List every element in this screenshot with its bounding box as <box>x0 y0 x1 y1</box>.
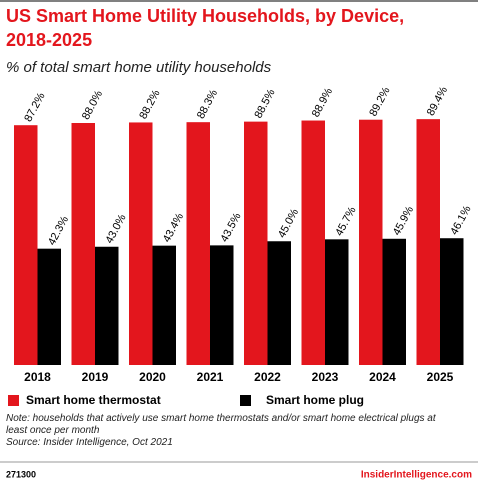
value-label: 88.0% <box>80 88 105 121</box>
bar <box>244 121 268 365</box>
note: Note: households that actively use smart… <box>6 413 436 436</box>
bar <box>440 238 464 365</box>
bar <box>129 122 153 365</box>
bar <box>325 239 349 365</box>
bar <box>14 125 38 365</box>
x-tick-label: 2025 <box>427 370 454 384</box>
value-label: 88.2% <box>137 88 162 121</box>
bar <box>301 120 325 366</box>
chart-title: US Smart Home Utility Households, by Dev… <box>6 6 405 50</box>
x-tick-label: 2024 <box>369 370 396 384</box>
value-label: 88.3% <box>195 88 220 121</box>
brand: InsiderIntelligence.com <box>361 470 472 481</box>
x-tick-label: 2023 <box>312 370 339 384</box>
value-label: 89.2% <box>367 85 392 118</box>
legend-label: Smart home plug <box>266 393 364 407</box>
value-label: 43.5% <box>218 211 243 244</box>
legend-swatch <box>240 395 251 406</box>
value-label: 46.1% <box>448 204 473 237</box>
value-label: 45.9% <box>391 204 416 237</box>
title-box: US Smart Home Utility Households, by Dev… <box>6 6 405 50</box>
x-tick-label: 2022 <box>254 370 281 384</box>
chart-subtitle: % of total smart home utility households <box>6 59 272 76</box>
bar <box>95 246 119 365</box>
bar <box>267 241 291 365</box>
legend-label: Smart home thermostat <box>26 393 161 407</box>
value-label: 43.0% <box>103 212 128 245</box>
x-tick-label: 2020 <box>139 370 166 384</box>
value-label: 45.7% <box>333 205 358 238</box>
bar <box>359 119 383 365</box>
legend-swatch <box>8 395 19 406</box>
bar <box>416 119 440 366</box>
x-tick-label: 2018 <box>24 370 51 384</box>
value-label: 45.0% <box>276 207 301 240</box>
value-label: 88.5% <box>252 87 277 120</box>
bar <box>210 245 234 365</box>
value-label: 89.4% <box>425 85 450 118</box>
chart-id: 271300 <box>6 469 36 479</box>
value-label: 43.4% <box>161 211 186 244</box>
bar <box>382 238 406 365</box>
x-tick-label: 2019 <box>82 370 109 384</box>
footnote: Note: households that actively use smart… <box>6 413 446 449</box>
bar <box>152 245 176 365</box>
bar <box>186 122 210 365</box>
x-tick-label: 2021 <box>197 370 224 384</box>
value-label: 88.9% <box>310 86 335 119</box>
source: Source: Insider Intelligence, Oct 2021 <box>6 437 173 448</box>
bar <box>71 123 95 365</box>
bar <box>37 248 61 365</box>
value-label: 42.3% <box>46 214 71 247</box>
value-label: 87.2% <box>22 91 47 124</box>
